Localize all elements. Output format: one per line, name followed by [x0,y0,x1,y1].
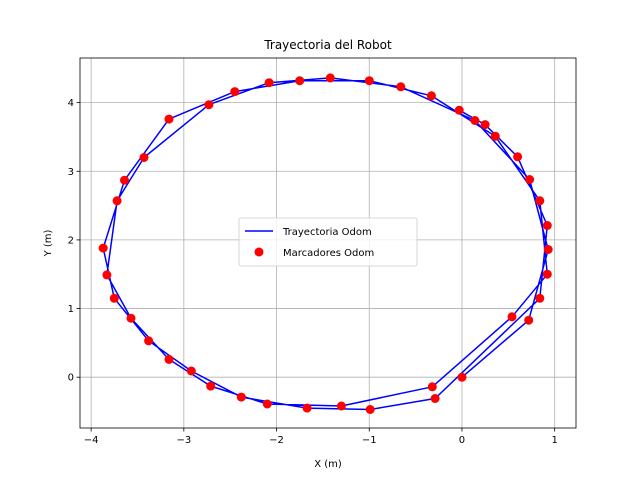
y-tick-label: 3 [68,167,74,178]
plot-data [98,73,553,414]
marker-point [112,196,122,206]
marker-point [139,153,149,162]
legend: Trayectoria Odom Marcadores Odom [238,217,418,267]
grid [80,58,576,428]
marker-point [264,78,274,88]
x-axis-label: X (m) [314,459,342,470]
x-tick-label: −3 [176,435,191,446]
marker-point [126,313,136,323]
x-tick-label: 1 [551,435,557,446]
y-tick-label: 1 [68,304,74,315]
x-tick-label: −4 [84,435,99,446]
marker-point [302,403,312,413]
marker-point [98,243,108,253]
marker-point [535,293,545,303]
legend-entry-markers: Marcadores Odom [283,248,374,259]
marker-point [325,73,335,83]
marker-point [430,394,440,403]
legend-marker-swatch [254,247,264,257]
marker-point [102,270,112,280]
marker-point [144,336,154,346]
marker-point [470,116,480,125]
marker-point [206,381,216,391]
marker-point [295,76,305,86]
marker-point [230,87,240,97]
marker-point [365,405,375,414]
marker-point [524,315,534,325]
y-tick-label: 2 [68,235,74,246]
legend-entry-line: Trayectoria Odom [282,227,372,238]
marker-point [542,269,552,279]
marker-point [543,245,553,254]
marker-point [336,401,346,411]
marker-point [525,175,535,184]
marker-point [109,293,119,303]
marker-point [396,82,406,92]
marker-point [454,105,464,115]
marker-point [490,131,500,141]
marker-point [164,354,174,364]
marker-point [513,152,523,162]
marker-point [262,399,272,409]
y-tick-label: 4 [68,98,74,109]
marker-point [507,312,517,322]
ticks: −4 −3 −2 −1 0 1 0 1 2 3 4 [68,98,558,446]
plot-frame [79,57,577,429]
marker-point [120,175,129,185]
marker-point [535,196,545,206]
marker-point [426,91,436,101]
y-axis-label: Y (m) [43,229,54,257]
marker-point [427,382,437,392]
marker-point [204,100,214,110]
marker-point [364,76,374,86]
legend-box [238,217,418,267]
x-tick-label: −1 [362,435,377,446]
marker-point [457,372,467,382]
marker-point [186,366,196,376]
marker-point [236,392,246,402]
marker-point [164,114,174,124]
x-tick-label: 0 [459,435,465,446]
chart-title: Trayectoria del Robot [263,38,392,52]
marker-point [542,221,552,230]
x-tick-label: −2 [269,435,284,446]
marker-point [480,120,490,130]
y-tick-label: 0 [68,373,74,384]
